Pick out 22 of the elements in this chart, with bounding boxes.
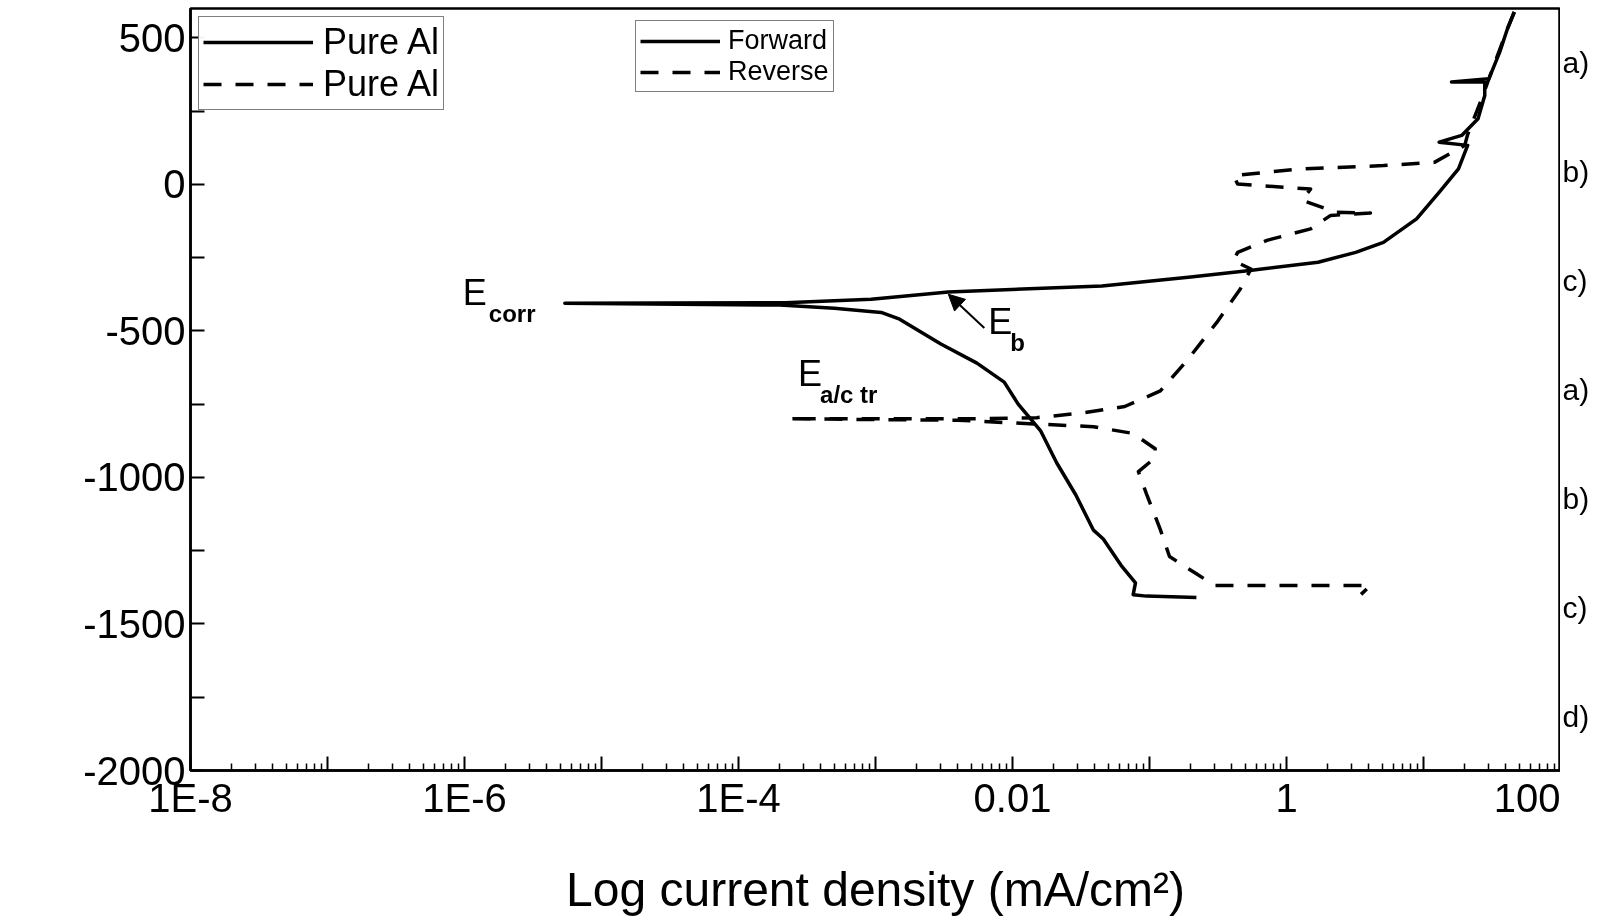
x-tick-label: 100 bbox=[1493, 775, 1561, 820]
x-tick-label: 0.01 bbox=[973, 775, 1052, 820]
text: c) bbox=[1562, 264, 1588, 298]
legend-label: Pure Al bbox=[323, 21, 440, 63]
legend-label: Pure Al bbox=[323, 63, 440, 105]
text: c) bbox=[1562, 590, 1588, 624]
x-tick-label: 1 bbox=[1275, 775, 1298, 820]
annotation: Forward bbox=[728, 25, 828, 56]
y-tick-label: -1000 bbox=[83, 455, 186, 500]
text: d) bbox=[1562, 699, 1590, 733]
y-tick-label: 500 bbox=[118, 15, 186, 60]
x-tick-label: 1E-6 bbox=[422, 775, 507, 820]
x-tick-label: 1E-4 bbox=[696, 775, 781, 820]
x-axis-title: Log current density (mA/cm²) bbox=[566, 862, 1185, 916]
y-tick-label: -500 bbox=[105, 308, 186, 353]
text: a) bbox=[1562, 46, 1590, 80]
annotation: Reverse bbox=[728, 56, 829, 87]
y-tick-label: -1500 bbox=[83, 601, 186, 646]
text: b) bbox=[1562, 481, 1590, 515]
text: a) bbox=[1562, 373, 1590, 406]
text: b) bbox=[1562, 155, 1590, 189]
y-tick-label: 0 bbox=[163, 162, 186, 207]
